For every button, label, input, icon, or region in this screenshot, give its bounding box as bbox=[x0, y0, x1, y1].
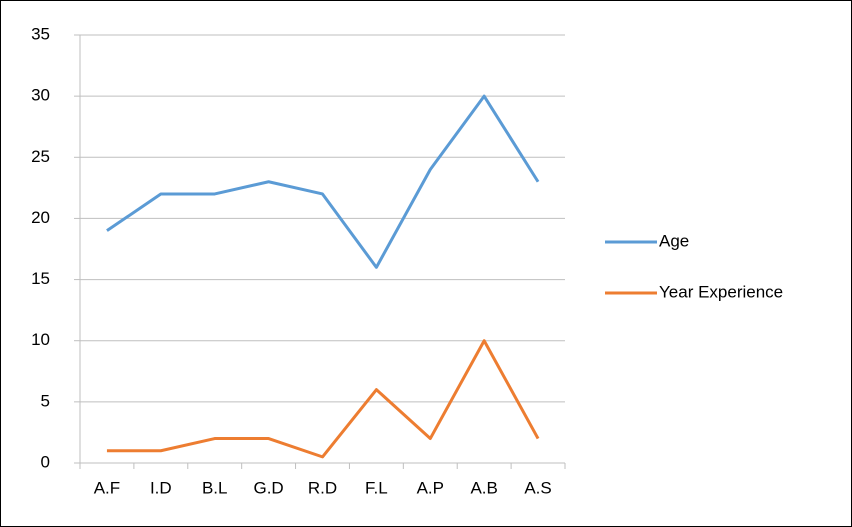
y-tick-label: 5 bbox=[41, 391, 50, 410]
y-tick-label: 0 bbox=[41, 452, 50, 471]
x-tick-label: R.D bbox=[308, 478, 337, 497]
y-tick-label: 25 bbox=[31, 147, 50, 166]
x-tick-label: A.S bbox=[524, 478, 551, 497]
y-tick-label: 15 bbox=[31, 269, 50, 288]
legend-label: Year Experience bbox=[659, 282, 783, 301]
legend-label: Age bbox=[659, 231, 689, 250]
y-tick-label: 10 bbox=[31, 330, 50, 349]
x-tick-label: F.L bbox=[365, 478, 388, 497]
series-line bbox=[106, 339, 540, 459]
series-line bbox=[106, 94, 540, 269]
x-tick-label: A.F bbox=[94, 478, 120, 497]
y-tick-label: 30 bbox=[31, 86, 50, 105]
x-tick-label: G.D bbox=[253, 478, 283, 497]
y-tick-label: 20 bbox=[31, 208, 50, 227]
x-tick-label: A.B bbox=[470, 478, 497, 497]
y-tick-label: 35 bbox=[31, 24, 50, 43]
x-tick-label: A.P bbox=[417, 478, 444, 497]
x-tick-label: I.D bbox=[150, 478, 172, 497]
x-tick-label: B.L bbox=[202, 478, 228, 497]
